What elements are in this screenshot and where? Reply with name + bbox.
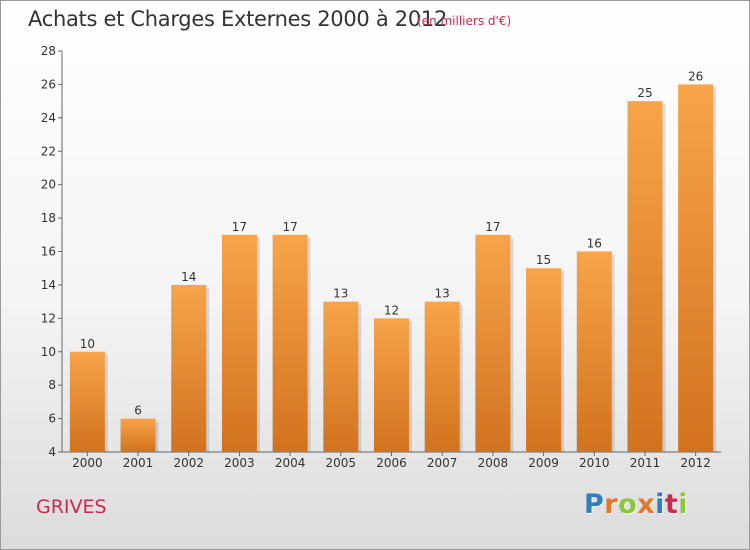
logo-letter: t <box>664 489 679 520</box>
logo-letter: i <box>678 489 689 520</box>
y-tick-label: 24 <box>41 111 56 125</box>
x-tick-label: 2003 <box>224 456 255 470</box>
y-tick-label: 12 <box>41 311 56 325</box>
x-tick-label: 2001 <box>123 456 154 470</box>
y-tick-label: 4 <box>48 445 56 459</box>
bar-value-label: 14 <box>181 270 196 284</box>
bar <box>374 318 409 452</box>
x-tick-label: 2004 <box>275 456 306 470</box>
x-tick-label: 2000 <box>72 456 103 470</box>
y-tick-label: 18 <box>41 211 56 225</box>
y-tick-label: 8 <box>48 378 56 392</box>
bar <box>576 251 612 452</box>
y-tick-label: 6 <box>48 412 56 426</box>
y-tick-label: 16 <box>41 245 56 259</box>
x-tick-label: 2006 <box>376 456 407 470</box>
y-tick-label: 10 <box>41 345 56 359</box>
bar <box>475 234 511 452</box>
bar <box>171 284 207 452</box>
bar-value-label: 12 <box>384 303 399 317</box>
x-tick-label: 2008 <box>478 456 509 470</box>
bar <box>424 301 460 452</box>
place-name: GRIVES <box>36 496 107 518</box>
bar <box>323 301 359 452</box>
bar-value-label: 17 <box>282 220 297 234</box>
bar-value-label: 17 <box>485 220 500 234</box>
chart-title: Achats et Charges Externes 2000 à 2012 <box>28 7 448 31</box>
bar-value-label: 16 <box>587 237 602 251</box>
bar-value-label: 15 <box>536 253 551 267</box>
logo-letter: r <box>604 489 619 520</box>
bar <box>221 234 257 452</box>
bar-value-label: 6 <box>134 404 142 418</box>
bar-value-label: 26 <box>688 69 703 83</box>
logo-letter: i <box>655 489 665 520</box>
bar <box>120 418 156 452</box>
bar-value-label: 25 <box>637 86 652 100</box>
x-tick-label: 2012 <box>680 456 711 470</box>
bar <box>272 234 308 452</box>
x-tick-label: 2002 <box>173 456 204 470</box>
x-tick-label: 2011 <box>630 456 661 470</box>
bar <box>526 268 562 452</box>
logo-letter: o <box>618 489 638 520</box>
x-tick-label: 2005 <box>326 456 357 470</box>
x-tick-label: 2010 <box>579 456 610 470</box>
chart-unit: (en milliers d'€) <box>417 14 512 28</box>
bar-value-label: 10 <box>80 337 95 351</box>
x-tick-label: 2009 <box>528 456 559 470</box>
bar-value-label: 13 <box>333 287 348 301</box>
bar <box>627 101 663 452</box>
y-tick-label: 26 <box>41 77 56 91</box>
proxiti-logo: Proxiti <box>584 489 688 520</box>
bar <box>678 84 714 453</box>
y-tick-label: 20 <box>41 178 56 192</box>
bar <box>69 351 105 452</box>
y-tick-label: 22 <box>41 144 56 158</box>
logo-letter: x <box>637 489 656 520</box>
x-tick-label: 2007 <box>427 456 458 470</box>
bar-value-label: 13 <box>435 287 450 301</box>
y-tick-label: 14 <box>41 278 56 292</box>
logo-letter: P <box>584 489 605 520</box>
bar-value-label: 17 <box>232 220 247 234</box>
y-tick-label: 28 <box>41 44 56 58</box>
